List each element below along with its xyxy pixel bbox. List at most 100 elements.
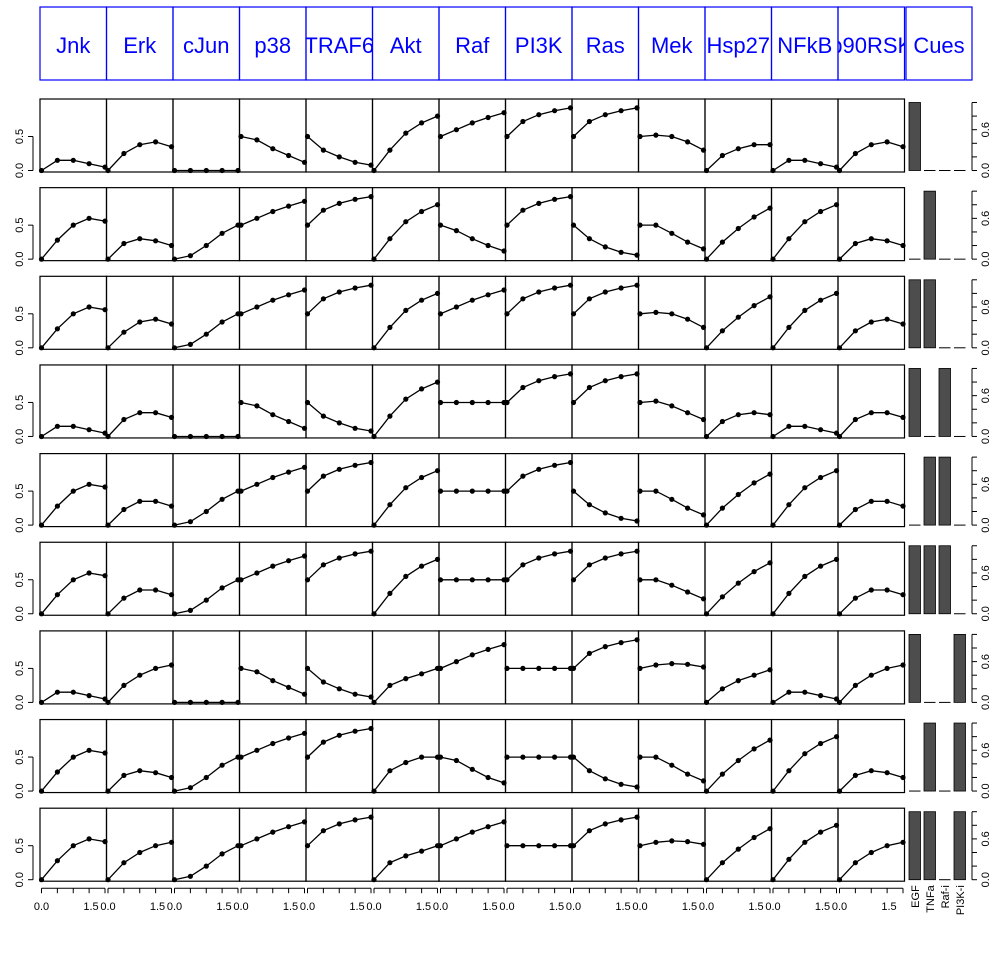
panel-frame bbox=[238, 275, 307, 350]
series-line bbox=[839, 664, 904, 703]
series-line bbox=[373, 667, 438, 703]
data-point-t3 bbox=[751, 672, 757, 678]
data-point-t3 bbox=[419, 208, 425, 215]
panel-frame bbox=[637, 630, 706, 705]
data-point-t0 bbox=[171, 433, 178, 440]
header-label: Erk bbox=[123, 33, 157, 58]
data-point-t3 bbox=[219, 851, 225, 857]
data-point-t3 bbox=[618, 781, 624, 787]
panel-r9-nfkb bbox=[770, 807, 840, 883]
x-tick-label: 1.5 bbox=[216, 901, 231, 913]
data-point-t1 bbox=[719, 594, 726, 600]
data-point-t0 bbox=[38, 345, 45, 351]
data-point-t3 bbox=[286, 152, 292, 159]
panel-r6-ras bbox=[570, 541, 640, 616]
panel-r6-traf6 bbox=[304, 541, 374, 616]
data-point-t3 bbox=[86, 570, 92, 576]
data-point-t0 bbox=[371, 167, 377, 174]
column-header-p38: p38 bbox=[238, 6, 307, 81]
column-header-cues: Cues bbox=[905, 6, 973, 81]
panel-r9-erk bbox=[105, 807, 175, 883]
data-point-t2 bbox=[203, 597, 209, 603]
data-point-t1 bbox=[586, 650, 593, 657]
data-point-t0 bbox=[238, 754, 244, 760]
data-point-t1 bbox=[586, 384, 593, 391]
panel-frame bbox=[238, 718, 307, 794]
data-point-t2 bbox=[868, 768, 874, 774]
data-point-t1 bbox=[387, 590, 393, 597]
series-line bbox=[373, 292, 438, 349]
panel-frame bbox=[305, 364, 374, 439]
data-point-t1 bbox=[387, 324, 393, 330]
right-y-tick-label: 0.6 bbox=[980, 477, 992, 492]
data-point-t0 bbox=[437, 843, 444, 849]
panel-r2-ras bbox=[570, 187, 640, 262]
data-point-t3 bbox=[751, 303, 757, 309]
panel-r3-traf6 bbox=[304, 275, 374, 350]
data-point-t0 bbox=[637, 665, 643, 672]
data-point-t1 bbox=[453, 304, 459, 310]
series-line bbox=[373, 381, 438, 437]
data-point-t1 bbox=[121, 595, 127, 601]
data-point-t0 bbox=[371, 699, 377, 706]
series-line bbox=[706, 828, 771, 881]
panel-frame bbox=[105, 541, 174, 616]
series-line bbox=[373, 845, 438, 881]
data-point-t0 bbox=[504, 222, 510, 228]
data-point-t3 bbox=[618, 108, 624, 114]
left-y-tick-label: 0.5 bbox=[14, 218, 26, 233]
x-tick-label: 1.5 bbox=[815, 901, 830, 913]
series-line bbox=[772, 824, 837, 881]
panel-frame bbox=[172, 453, 241, 528]
data-point-t0 bbox=[105, 345, 111, 351]
data-point-t3 bbox=[485, 114, 491, 121]
panel-r2-p90rsk bbox=[836, 187, 906, 262]
data-point-t3 bbox=[685, 139, 691, 145]
right-y-tick-label: 0.0 bbox=[980, 340, 992, 355]
data-point-t1 bbox=[387, 236, 393, 242]
data-point-t2 bbox=[137, 587, 143, 593]
panel-r8-hsp27 bbox=[703, 718, 773, 794]
series-line bbox=[706, 296, 771, 349]
series-line bbox=[772, 292, 837, 349]
data-point-t1 bbox=[187, 253, 193, 259]
data-point-t0 bbox=[105, 433, 111, 440]
left-y-tick-label: 0.0 bbox=[14, 695, 26, 710]
panel-r5-hsp27 bbox=[703, 453, 773, 528]
series-line bbox=[640, 490, 704, 516]
data-point-t0 bbox=[703, 699, 710, 706]
data-point-t2 bbox=[669, 762, 675, 768]
panel-r3-raf bbox=[437, 275, 507, 350]
header-label: TRAF6 bbox=[304, 33, 374, 58]
right-y-tick-label: 0.0 bbox=[980, 517, 992, 532]
data-point-t0 bbox=[770, 699, 776, 706]
cue-name-egf: EGF bbox=[910, 885, 922, 908]
data-point-t2 bbox=[70, 222, 76, 228]
data-point-t3 bbox=[685, 316, 691, 322]
left-y-tick-label: 0.0 bbox=[14, 872, 26, 887]
data-point-t2 bbox=[203, 508, 209, 515]
data-point-t1 bbox=[852, 772, 859, 779]
left-y-tick-label: 0.0 bbox=[14, 252, 26, 267]
right-y-axis-row-3: 0.0 0.6 bbox=[971, 279, 992, 355]
data-point-t1 bbox=[121, 329, 127, 335]
cue-names: EGF TNFa Raf-i PI3K-i bbox=[910, 884, 967, 915]
data-point-t3 bbox=[153, 139, 159, 145]
panel-frame bbox=[172, 187, 241, 262]
panel-r1-hsp27 bbox=[703, 98, 773, 174]
cue-bar-egf bbox=[908, 634, 921, 703]
data-point-t0 bbox=[836, 788, 843, 794]
data-point-t2 bbox=[735, 580, 741, 586]
data-point-t3 bbox=[153, 665, 159, 672]
x-tick-label: 0.0 bbox=[832, 901, 847, 913]
panel-r6-pi3k bbox=[504, 541, 574, 616]
data-point-t2 bbox=[203, 167, 209, 174]
panel-r3-pi3k bbox=[504, 275, 574, 350]
cue-bars-row-3 bbox=[908, 279, 966, 349]
cue-bar-pi3k-i bbox=[953, 722, 966, 792]
data-point-t1 bbox=[719, 860, 726, 866]
panel-r5-akt bbox=[371, 453, 441, 528]
panel-r5-p38 bbox=[238, 453, 308, 528]
data-point-t2 bbox=[669, 496, 675, 502]
cue-bar-pi3k-i bbox=[953, 634, 966, 703]
